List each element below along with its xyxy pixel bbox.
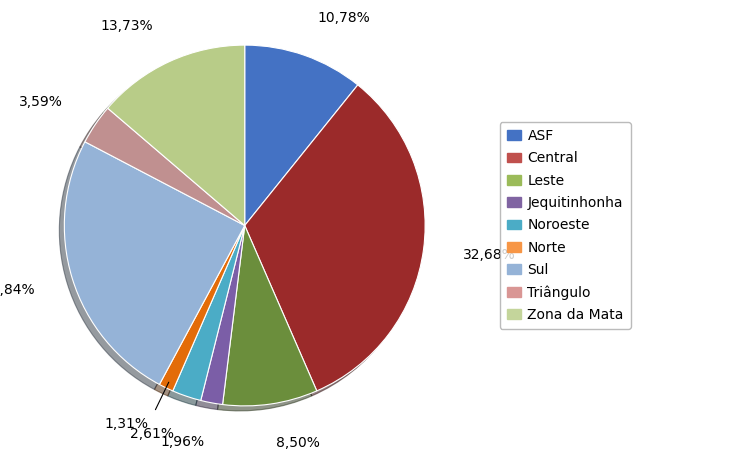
Wedge shape [160,226,245,391]
Text: 24,84%: 24,84% [0,283,35,297]
Text: 2,61%: 2,61% [130,427,174,441]
Wedge shape [245,85,425,391]
Text: 32,68%: 32,68% [463,248,516,262]
Wedge shape [85,108,245,226]
Text: 1,96%: 1,96% [160,435,204,449]
Wedge shape [172,226,245,400]
Wedge shape [108,45,245,226]
Text: 10,78%: 10,78% [318,11,370,25]
Wedge shape [64,142,245,384]
Text: 8,50%: 8,50% [276,436,320,450]
Text: 13,73%: 13,73% [100,18,153,32]
Wedge shape [245,45,358,226]
Legend: ASF, Central, Leste, Jequitinhonha, Noroeste, Norte, Sul, Triângulo, Zona da Mat: ASF, Central, Leste, Jequitinhonha, Noro… [500,122,631,329]
Wedge shape [223,226,317,406]
Text: 1,31%: 1,31% [105,417,148,431]
Text: 3,59%: 3,59% [19,95,62,109]
Wedge shape [201,226,245,405]
